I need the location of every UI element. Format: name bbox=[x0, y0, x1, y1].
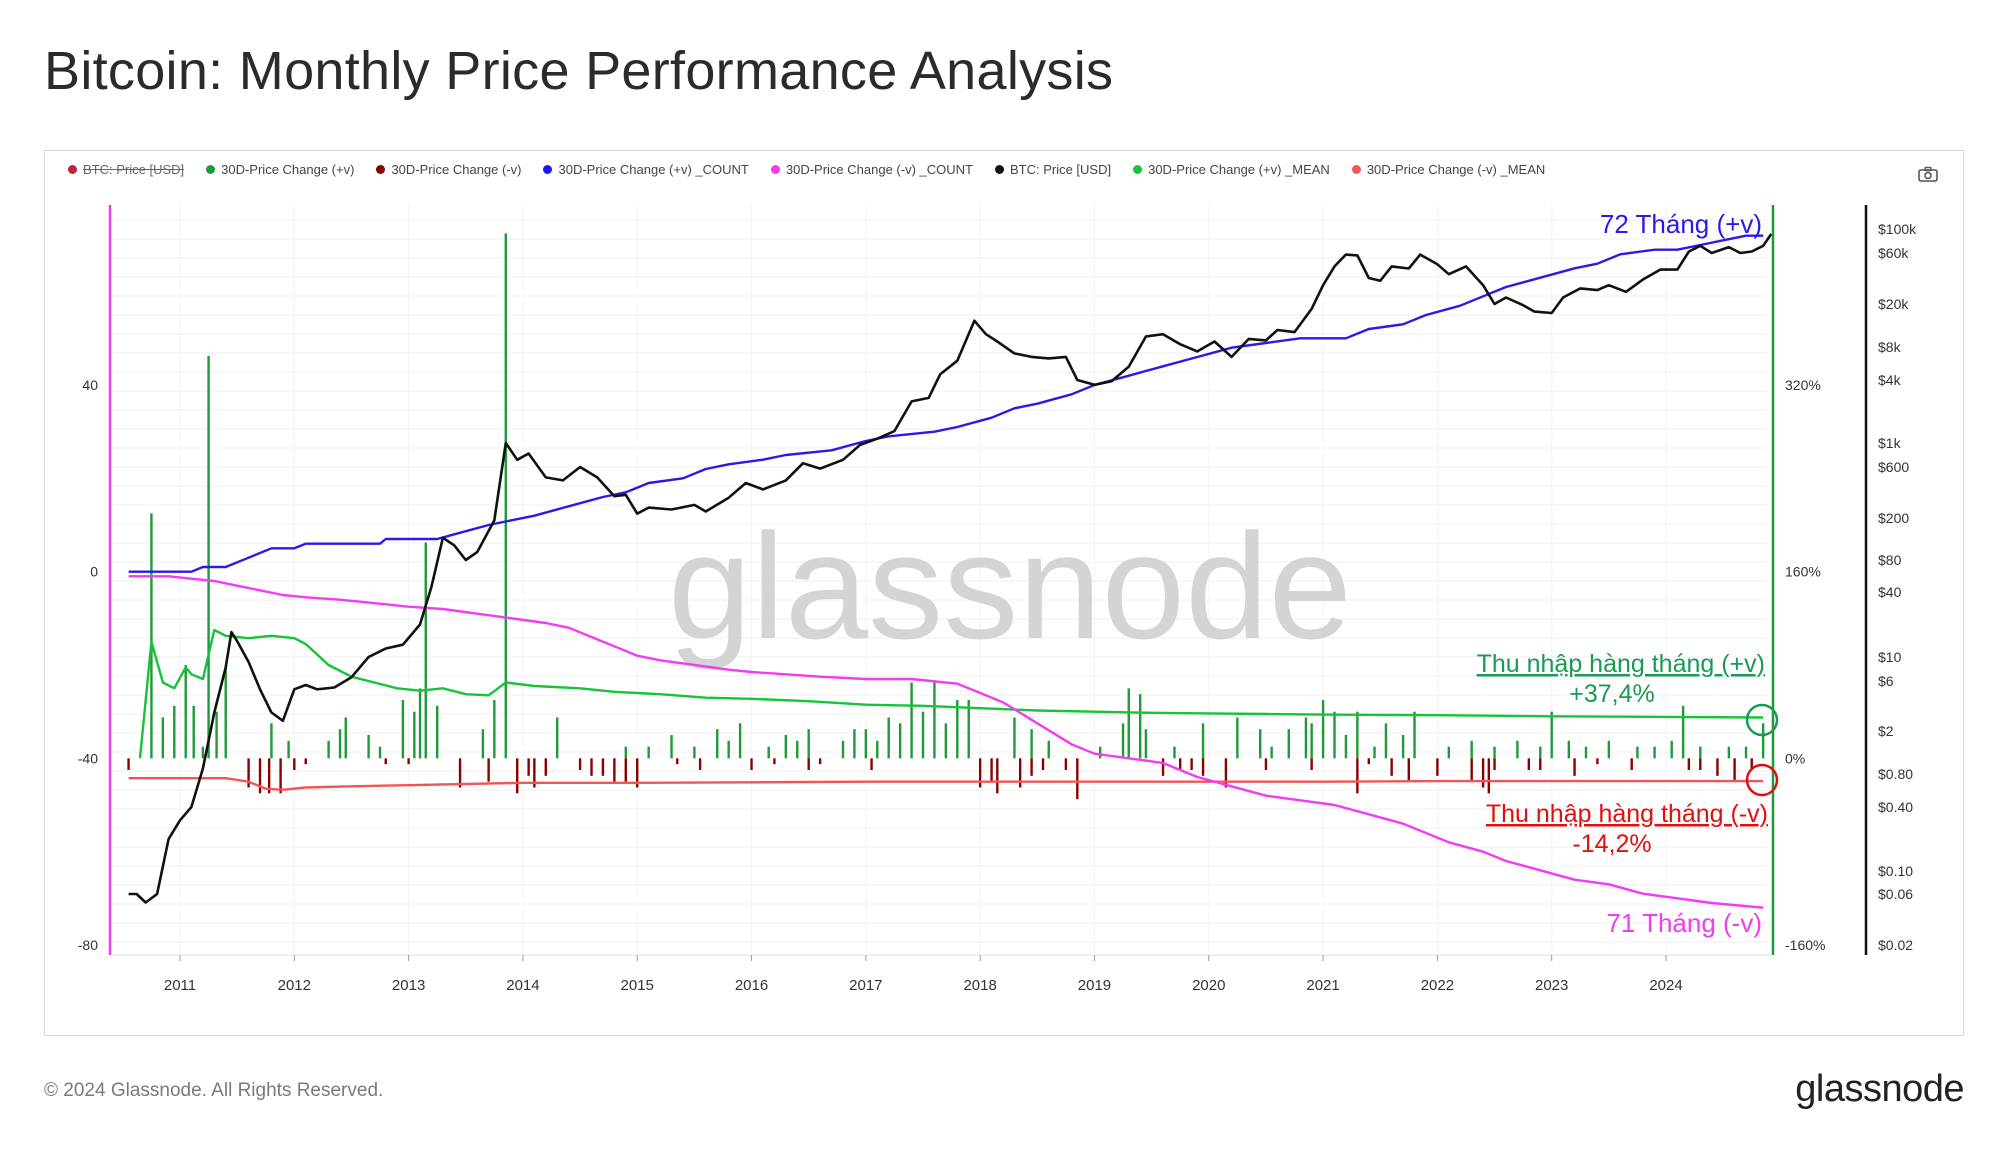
legend-dot-icon bbox=[770, 165, 780, 174]
lines-layer bbox=[128, 233, 1773, 909]
price-tick-label: $8k bbox=[1878, 339, 1902, 355]
x-tick-label: 2024 bbox=[1649, 977, 1682, 994]
legend-label: 30D-Price Change (-v) bbox=[391, 162, 522, 177]
legend-item[interactable]: 30D-Price Change (-v) bbox=[376, 162, 521, 177]
series-line-30d-price-change-v-count bbox=[128, 575, 1764, 909]
legend-label: 30D-Price Change (-v) _MEAN bbox=[1366, 162, 1546, 177]
price-tick-label: $1k bbox=[1878, 435, 1902, 451]
price-tick-label: $6 bbox=[1878, 673, 1894, 689]
x-tick-label: 2015 bbox=[621, 977, 654, 994]
legend-label: BTC: Price [USD] bbox=[83, 162, 185, 177]
pct-tick-label: 320% bbox=[1785, 377, 1821, 393]
x-tick-label: 2019 bbox=[1078, 977, 1111, 994]
watermark: glassnode bbox=[668, 502, 1352, 670]
price-tick-label: $2 bbox=[1878, 723, 1894, 739]
copyright: © 2024 Glassnode. All Rights Reserved. bbox=[44, 1080, 384, 1101]
left-tick-label: 0 bbox=[90, 564, 98, 580]
price-tick-label: $0.40 bbox=[1878, 799, 1913, 815]
neg-mean-marker bbox=[1745, 763, 1779, 797]
annotation-neg-count: 71 Tháng (-v) bbox=[1606, 908, 1762, 938]
series-line-30d-price-change-v-count bbox=[128, 234, 1764, 573]
x-tick-label: 2016 bbox=[735, 977, 768, 994]
series-line-btc-price-usd bbox=[128, 233, 1773, 904]
x-tick-label: 2023 bbox=[1535, 977, 1568, 994]
legend-item[interactable]: 30D-Price Change (+v) bbox=[206, 162, 354, 177]
x-tick-label: 2022 bbox=[1421, 977, 1454, 994]
legend-dot-icon bbox=[1133, 165, 1143, 174]
legend-label: 30D-Price Change (-v) _COUNT bbox=[785, 162, 973, 177]
page-title: Bitcoin: Monthly Price Performance Analy… bbox=[44, 41, 1114, 101]
pct-tick-label: -160% bbox=[1785, 937, 1825, 953]
price-tick-label: $4k bbox=[1878, 372, 1902, 388]
left-tick-label: -40 bbox=[78, 750, 98, 766]
annotation-pos-mean-value: +37,4% bbox=[1569, 680, 1655, 708]
x-tick-label: 2012 bbox=[278, 977, 311, 994]
pct-tick-label: 160% bbox=[1785, 564, 1821, 580]
x-tick-label: 2020 bbox=[1192, 977, 1225, 994]
series-line-30d-price-change-v-mean bbox=[128, 777, 1764, 791]
legend-dot-icon bbox=[994, 165, 1004, 174]
chart-frame bbox=[44, 150, 1964, 1036]
series-line-30d-price-change-v-mean bbox=[138, 628, 1764, 759]
price-tick-label: $60k bbox=[1878, 245, 1909, 261]
legend-label: 30D-Price Change (+v) _MEAN bbox=[1148, 162, 1330, 177]
price-tick-label: $80 bbox=[1878, 552, 1902, 568]
axes-layer: 2011 2012 2013 2014 2015 2016 2017 2018 2019 2020… bbox=[78, 205, 1917, 994]
x-tick-label: 2018 bbox=[963, 977, 996, 994]
price-tick-label: $40 bbox=[1878, 584, 1902, 600]
price-tick-label: $0.80 bbox=[1878, 766, 1913, 782]
price-tick-label: $100k bbox=[1878, 221, 1917, 237]
price-tick-label: $200 bbox=[1878, 510, 1909, 526]
legend-label: 30D-Price Change (+v) bbox=[221, 162, 355, 177]
x-tick-label: 2013 bbox=[392, 977, 425, 994]
legend-dot-icon bbox=[68, 165, 77, 174]
x-tick-label: 2011 bbox=[164, 977, 196, 994]
pct-tick-label: 0% bbox=[1785, 750, 1805, 766]
bars-layer bbox=[127, 233, 1765, 800]
camera-icon[interactable] bbox=[1918, 166, 1938, 182]
x-tick-label: 2014 bbox=[506, 977, 539, 994]
legend-item[interactable]: 30D-Price Change (-v) _MEAN bbox=[1351, 162, 1546, 177]
price-tick-label: $20k bbox=[1878, 296, 1909, 312]
left-tick-label: -80 bbox=[78, 937, 98, 953]
legend-item[interactable]: 30D-Price Change (+v) _MEAN bbox=[1133, 162, 1330, 177]
price-tick-label: $10 bbox=[1878, 649, 1902, 665]
legend-dot-icon bbox=[543, 165, 553, 174]
legend-dot-icon bbox=[1351, 165, 1361, 174]
chart-grid bbox=[112, 206, 1770, 952]
annotation-pos-mean-label: Thu nhập hàng tháng (+v) bbox=[1477, 650, 1765, 678]
legend-dot-icon bbox=[376, 165, 386, 174]
annotation-neg-mean-label: Thu nhập hàng tháng (-v) bbox=[1486, 800, 1768, 828]
annotation-pos-count: 72 Tháng (+v) bbox=[1600, 209, 1762, 239]
pos-mean-marker bbox=[1745, 703, 1779, 737]
left-tick-label: 40 bbox=[82, 377, 98, 393]
price-tick-label: $0.06 bbox=[1878, 886, 1913, 902]
brand-logo: glassnode bbox=[1795, 1068, 1964, 1110]
price-tick-label: $0.02 bbox=[1878, 937, 1913, 953]
legend-item[interactable]: 30D-Price Change (+v) _COUNT bbox=[543, 162, 749, 177]
x-tick-label: 2017 bbox=[849, 977, 882, 994]
legend-item[interactable]: 30D-Price Change (-v) _COUNT bbox=[770, 162, 973, 177]
chart-legend: BTC: Price [USD] 30D-Price Change (+v) 30D… bbox=[68, 162, 1545, 177]
legend-dot-icon bbox=[206, 165, 216, 174]
price-tick-label: $600 bbox=[1878, 459, 1909, 475]
annotations-layer: 72 Tháng (+v) 71 Tháng (-v) Thu nhập hàng … bbox=[1477, 209, 1779, 938]
legend-label: BTC: Price [USD] bbox=[1009, 162, 1112, 177]
annotation-neg-mean-value: -14,2% bbox=[1572, 830, 1651, 858]
legend-item[interactable]: BTC: Price [USD] bbox=[68, 162, 184, 177]
x-tick-label: 2021 bbox=[1306, 977, 1339, 994]
price-tick-label: $0.10 bbox=[1878, 863, 1913, 879]
legend-item[interactable]: BTC: Price [USD] bbox=[994, 162, 1112, 177]
legend-label: 30D-Price Change (+v) _COUNT bbox=[558, 162, 749, 177]
